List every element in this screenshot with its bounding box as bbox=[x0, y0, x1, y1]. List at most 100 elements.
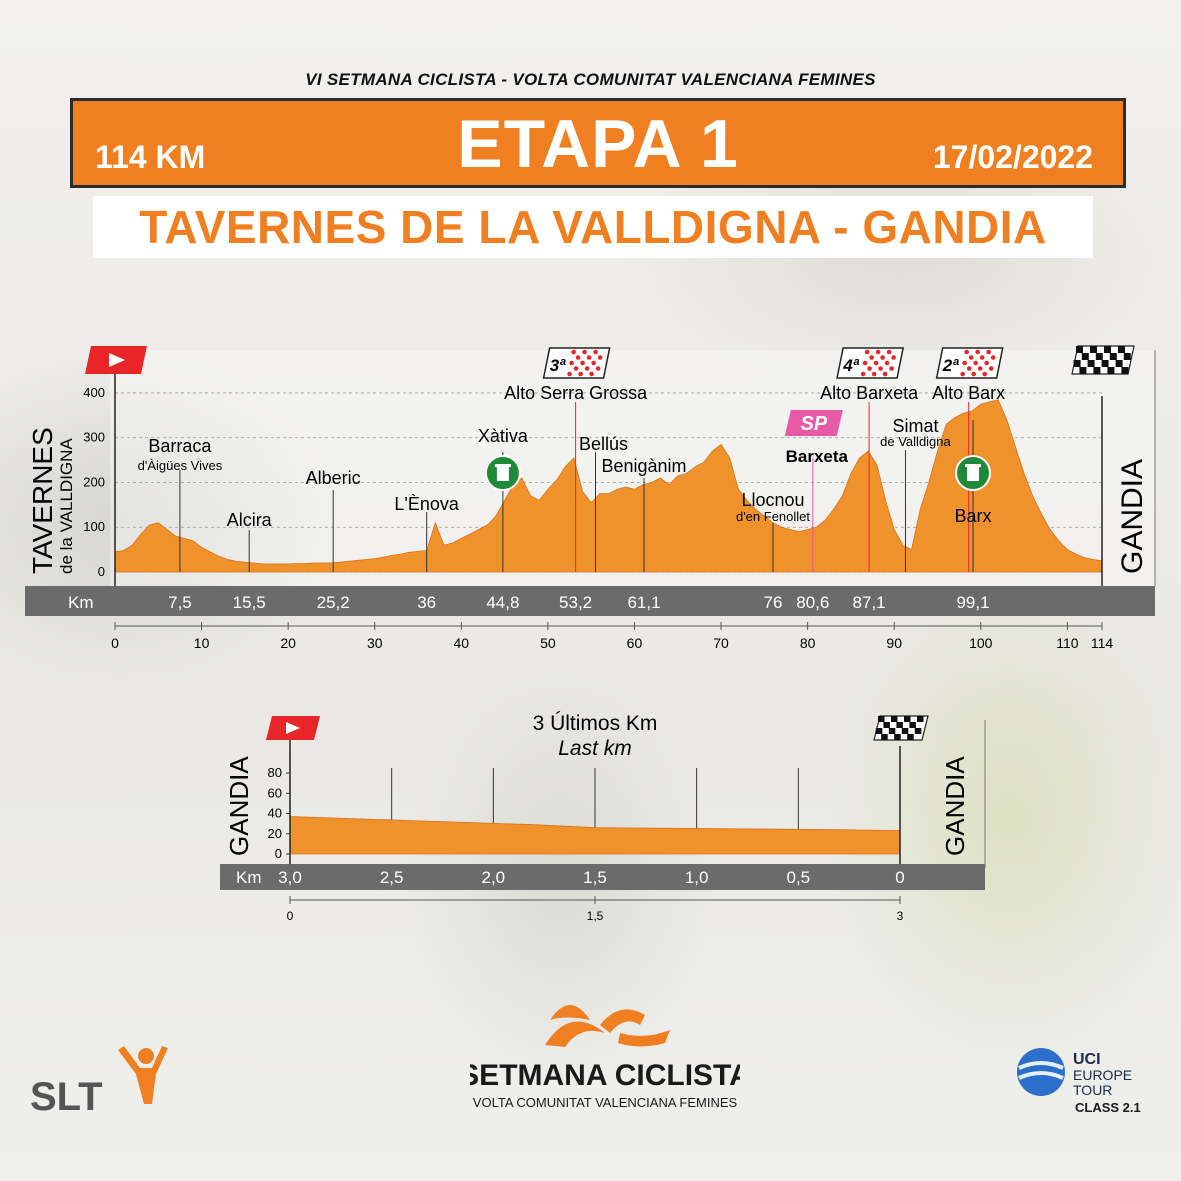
stage-route: TAVERNES DE LA VALLDIGNA - GANDIA bbox=[93, 196, 1093, 258]
uci-text: UCI bbox=[1073, 1051, 1101, 1068]
polka-dot bbox=[873, 360, 879, 366]
kom-badge: 4ª bbox=[836, 347, 905, 379]
slt-logo: SLT bbox=[30, 1046, 168, 1119]
bin-lid bbox=[964, 464, 981, 467]
km-band-value: 80,6 bbox=[796, 593, 829, 612]
checker-square bbox=[896, 722, 903, 728]
bin-body bbox=[966, 467, 979, 481]
checker-square bbox=[881, 734, 888, 740]
elevation-profile bbox=[289, 816, 901, 855]
x-tick-label: 40 bbox=[454, 635, 470, 651]
checker-square bbox=[1087, 360, 1095, 367]
km-band-value: 99,1 bbox=[956, 593, 989, 612]
checker-square bbox=[1079, 367, 1087, 374]
polka-dot bbox=[862, 360, 868, 366]
stage-date: 17/02/2022 bbox=[932, 139, 1093, 175]
polka-dot bbox=[973, 360, 978, 366]
checker-square bbox=[1115, 360, 1123, 367]
event-name: SETMANA CICLISTA bbox=[470, 1059, 740, 1092]
kom-name: Alto Serra Grossa bbox=[504, 383, 648, 403]
checker-square bbox=[1109, 353, 1117, 360]
x-tick-label: 60 bbox=[627, 635, 643, 651]
last-km-subtitle: Last km bbox=[558, 737, 632, 760]
checker-square bbox=[1104, 346, 1111, 353]
km-band-value: 2,5 bbox=[380, 868, 404, 887]
km-band-label: Km bbox=[236, 868, 262, 887]
polka-dot bbox=[578, 371, 583, 377]
elevation-profile bbox=[114, 399, 1103, 573]
kom-badge-shape bbox=[836, 347, 905, 379]
kom-name: Alto Barx bbox=[932, 383, 1005, 403]
x-tick-label: 110 bbox=[1056, 635, 1079, 651]
km-band-value: 25,2 bbox=[317, 593, 350, 612]
km-band-value: 1,0 bbox=[685, 868, 709, 887]
checker-square bbox=[914, 728, 922, 734]
kom-category: 3ª bbox=[550, 356, 566, 375]
x-tick-label: 0 bbox=[111, 635, 119, 651]
polka-dot bbox=[875, 349, 881, 355]
stage-number: ETAPA 1 bbox=[457, 106, 739, 182]
place-label: Barraca bbox=[148, 436, 212, 456]
polka-dot bbox=[860, 371, 866, 377]
polka-dot bbox=[891, 355, 896, 360]
start-town-subname: de la VALLDIGNA bbox=[57, 438, 76, 574]
bin-lid bbox=[494, 464, 511, 467]
checker-square bbox=[1107, 367, 1115, 374]
polka-dot bbox=[878, 366, 883, 371]
finish-flag-icon bbox=[873, 715, 929, 741]
x-tick-label: 70 bbox=[713, 635, 729, 651]
checker-square bbox=[891, 716, 898, 722]
polka-dot bbox=[584, 366, 590, 371]
place-sublabel: de Valldigna bbox=[880, 434, 951, 449]
x-tick-label: 90 bbox=[886, 635, 902, 651]
km-band-value: 7,5 bbox=[168, 593, 192, 612]
slt-logo-text: SLT bbox=[30, 1075, 103, 1119]
y-tick-label: 0 bbox=[98, 564, 105, 579]
checker-square bbox=[888, 728, 896, 734]
stage-banner: 114 KM ETAPA 1 17/02/2022 bbox=[70, 98, 1126, 188]
km-band-value: 44,8 bbox=[486, 593, 519, 612]
last-km-title: 3 Últimos Km bbox=[533, 712, 658, 735]
x-tick-label: 3 bbox=[897, 909, 904, 923]
race-subtitle: VI SETMANA CICLISTA - VOLTA COMUNITAT VA… bbox=[305, 70, 876, 89]
polka-dot bbox=[586, 355, 592, 360]
play-glyph bbox=[109, 353, 125, 367]
kom-badge-shape bbox=[935, 347, 1004, 379]
place-label: Bellús bbox=[579, 434, 628, 454]
km-band bbox=[25, 586, 1155, 616]
polka-dot bbox=[960, 371, 965, 377]
checker-square bbox=[1095, 353, 1103, 360]
km-band-value: 53,2 bbox=[559, 593, 592, 612]
checker-square bbox=[1123, 353, 1131, 360]
kom-name: Alto Barxeta bbox=[820, 383, 919, 403]
y-tick-label: 400 bbox=[83, 385, 105, 400]
km-band-value: 1,5 bbox=[583, 868, 607, 887]
polka-dot bbox=[573, 366, 579, 371]
finish-town-label: GANDIA bbox=[940, 756, 970, 856]
start-icon bbox=[85, 346, 147, 374]
y-tick-label: 20 bbox=[268, 826, 282, 841]
polka-dot bbox=[597, 355, 603, 360]
polka-dot bbox=[984, 360, 989, 366]
checker-square bbox=[875, 728, 883, 734]
y-tick-label: 0 bbox=[275, 846, 282, 861]
km-band-value: 0 bbox=[895, 868, 904, 887]
polka-dot bbox=[889, 366, 894, 371]
place-label: Barxeta bbox=[786, 447, 849, 466]
checker-square bbox=[1118, 346, 1125, 353]
stage-distance: 114 KM bbox=[95, 139, 206, 175]
km-band-value: 36 bbox=[417, 593, 436, 612]
checker-square bbox=[907, 734, 914, 740]
checker-square bbox=[1073, 360, 1081, 367]
kom-category: 4ª bbox=[842, 356, 859, 375]
polka-dot bbox=[871, 371, 877, 377]
start-town-label: GANDIA bbox=[224, 756, 254, 856]
checker-square bbox=[901, 728, 909, 734]
polka-dot bbox=[971, 371, 976, 377]
europe-text: EUROPE bbox=[1073, 1067, 1132, 1083]
checker-square bbox=[878, 716, 885, 722]
y-tick-label: 60 bbox=[268, 785, 282, 800]
place-sublabel: d'Àigües Vives bbox=[138, 458, 223, 473]
